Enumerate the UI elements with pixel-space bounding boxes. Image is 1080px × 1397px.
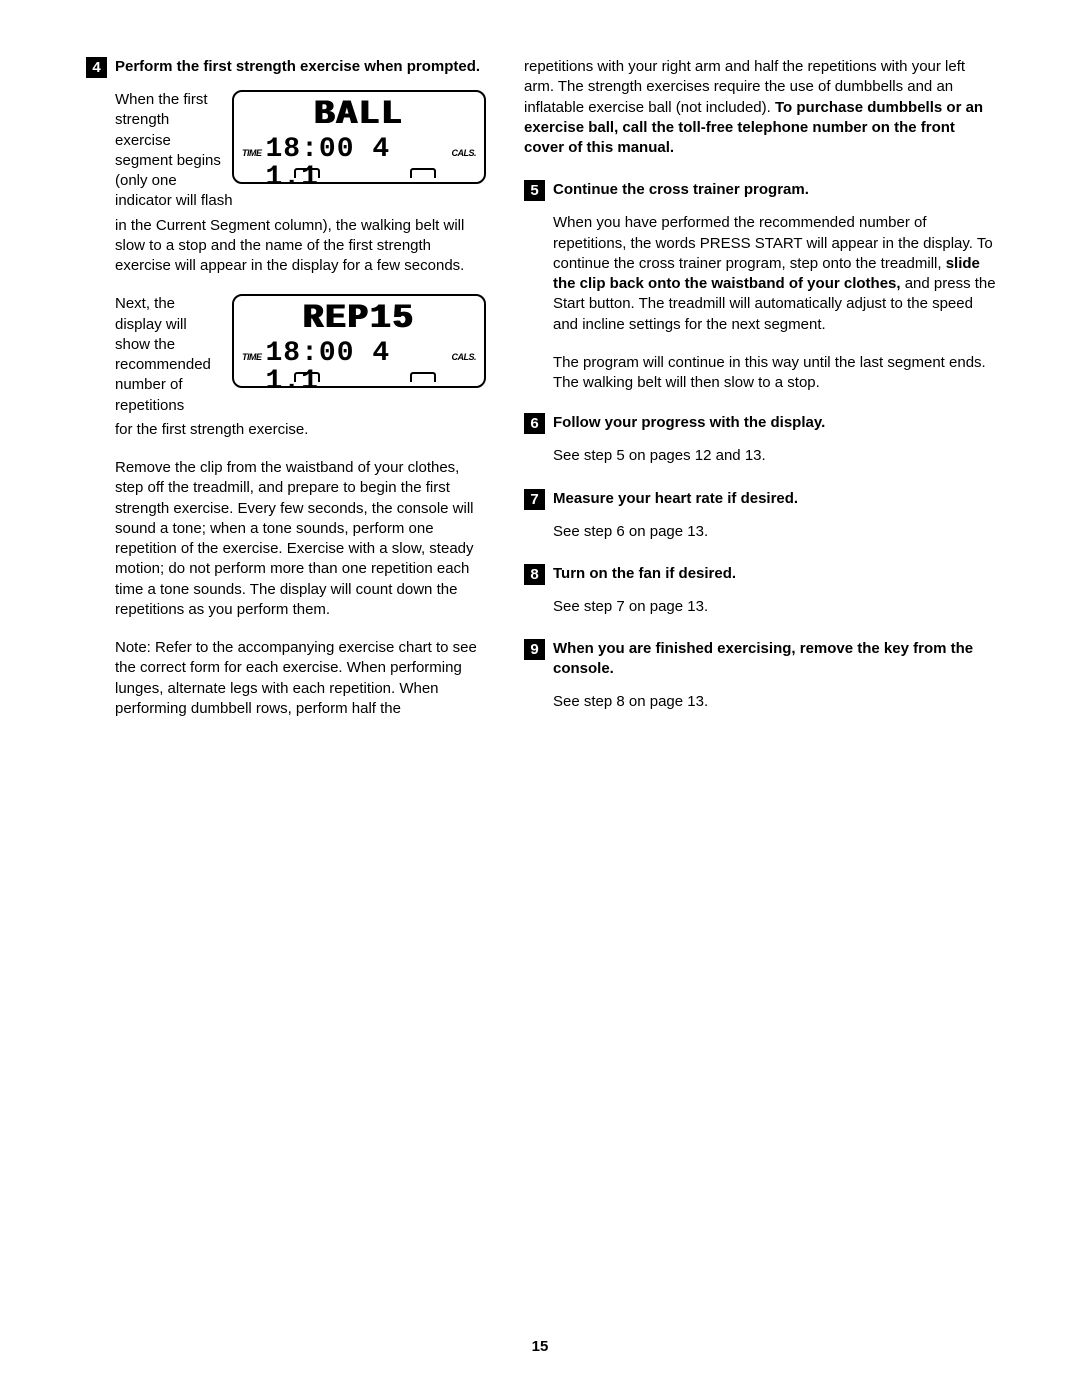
lcd1-main-text: BALL	[242, 98, 476, 132]
step-6: 6 Follow your progress with the display.…	[524, 413, 996, 466]
lcd-display-ball: BALL TIME 18:00 4 1.1 CALS.	[232, 90, 486, 184]
step-6-body: See step 5 on pages 12 and 13.	[524, 446, 996, 466]
step-number-6: 6	[524, 413, 545, 434]
step4-para2-continuation: for the first strength exercise.	[115, 420, 486, 440]
step-4-body: BALL TIME 18:00 4 1.1 CALS. When the fir…	[86, 90, 486, 719]
step9-text: See step 8 on page 13.	[553, 692, 996, 712]
lcd-display-rep15: REP15 TIME 18:00 4 1.1 CALS.	[232, 294, 486, 388]
step-5-header: 5 Continue the cross trainer program.	[524, 180, 996, 201]
lcd1-time-label: TIME	[242, 147, 262, 159]
step-number-5: 5	[524, 180, 545, 201]
step8-text: See step 7 on page 13.	[553, 597, 996, 617]
step-5: 5 Continue the cross trainer program. Wh…	[524, 180, 996, 393]
two-column-layout: 4 Perform the first strength exercise wh…	[86, 57, 1000, 739]
right-column: repetitions with your right arm and half…	[524, 57, 996, 739]
step-9-body: See step 8 on page 13.	[524, 692, 996, 712]
step-8-title: Turn on the fan if desired.	[553, 564, 996, 584]
step-7-body: See step 6 on page 13.	[524, 522, 996, 542]
step6-text: See step 5 on pages 12 and 13.	[553, 446, 996, 466]
step-7: 7 Measure your heart rate if desired. Se…	[524, 489, 996, 542]
lcd2-row2: TIME 18:00 4 1.1 CALS.	[242, 340, 476, 370]
lcd2-main-text: REP15	[242, 302, 476, 336]
step5-para1: When you have performed the recommended …	[553, 213, 996, 335]
step4-para1-continuation: in the Current Segment column), the walk…	[115, 216, 486, 277]
page-number: 15	[0, 1337, 1080, 1357]
step7-text: See step 6 on page 13.	[553, 522, 996, 542]
left-column: 4 Perform the first strength exercise wh…	[86, 57, 486, 739]
step-6-header: 6 Follow your progress with the display.	[524, 413, 996, 434]
step-4: 4 Perform the first strength exercise wh…	[86, 57, 486, 719]
step-6-title: Follow your progress with the display.	[553, 413, 996, 433]
step-5-title: Continue the cross trainer program.	[553, 180, 996, 200]
para1-with-lcd1: BALL TIME 18:00 4 1.1 CALS. When the fir…	[115, 90, 486, 212]
step5-para1-a: When you have performed the recommended …	[553, 214, 993, 272]
step-number-8: 8	[524, 564, 545, 585]
right-continuation-paragraph: repetitions with your right arm and half…	[524, 57, 996, 158]
step-7-title: Measure your heart rate if desired.	[553, 489, 996, 509]
step-8-body: See step 7 on page 13.	[524, 597, 996, 617]
step-8-header: 8 Turn on the fan if desired.	[524, 564, 996, 585]
lcd2-time-label: TIME	[242, 351, 262, 363]
step-8: 8 Turn on the fan if desired. See step 7…	[524, 564, 996, 617]
lcd2-cals-label: CALS.	[452, 351, 477, 363]
step-7-header: 7 Measure your heart rate if desired.	[524, 489, 996, 510]
step5-para2: The program will continue in this way un…	[553, 353, 996, 394]
step-number-7: 7	[524, 489, 545, 510]
step-number-4: 4	[86, 57, 107, 78]
step-9: 9 When you are finished exercising, remo…	[524, 639, 996, 712]
lcd1-segment-value: 18:00 4 1.1	[266, 136, 448, 192]
para2-with-lcd2: REP15 TIME 18:00 4 1.1 CALS. Next, the d…	[115, 294, 486, 416]
step-4-title: Perform the first strength exercise when…	[115, 57, 486, 77]
step4-para4: Note: Refer to the accompanying exercise…	[115, 638, 486, 719]
step-number-9: 9	[524, 639, 545, 660]
step-5-body: When you have performed the recommended …	[524, 213, 996, 393]
step-4-header: 4 Perform the first strength exercise wh…	[86, 57, 486, 78]
step4-para3: Remove the clip from the waistband of yo…	[115, 458, 486, 620]
step-9-header: 9 When you are finished exercising, remo…	[524, 639, 996, 680]
lcd1-cals-label: CALS.	[452, 147, 477, 159]
cont-para: repetitions with your right arm and half…	[524, 57, 996, 158]
lcd2-segment-value: 18:00 4 1.1	[266, 340, 448, 396]
step-9-title: When you are finished exercising, remove…	[553, 639, 996, 680]
lcd1-row2: TIME 18:00 4 1.1 CALS.	[242, 136, 476, 166]
